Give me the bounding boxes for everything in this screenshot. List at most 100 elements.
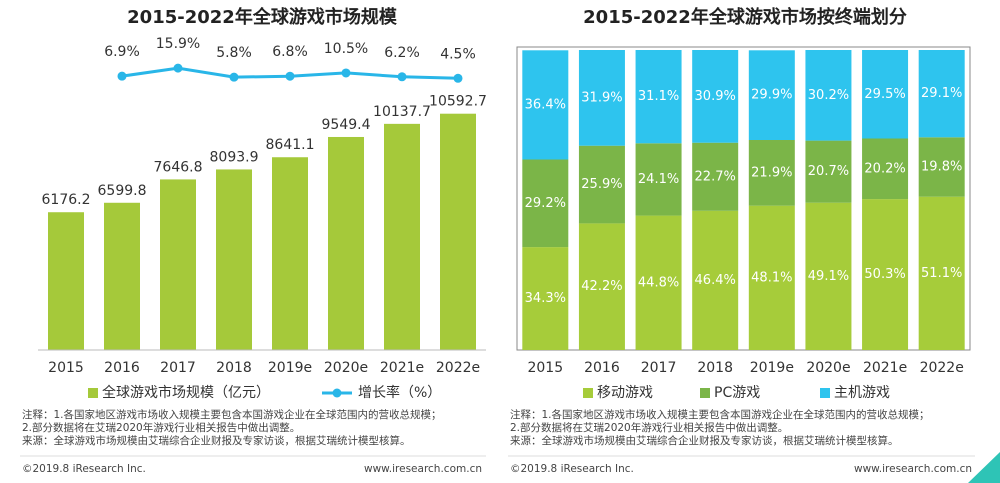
x-tick-label: 2018 (697, 360, 733, 376)
footer: 注释：1.各国家地区游戏市场收入规模主要包含本国游戏企业在全球范围内的营收总规模… (20, 408, 1000, 483)
legend-swatch (700, 388, 710, 398)
x-tick-label: 2015 (48, 360, 84, 376)
x-tick-label: 2020e (806, 360, 850, 376)
value-label: 8641.1 (266, 137, 315, 153)
copyright: ©2019.8 iResearch Inc. (22, 463, 146, 475)
legend-swatch (583, 388, 593, 398)
legend-label: 主机游戏 (834, 385, 890, 401)
bar-segment (805, 50, 852, 141)
segment-label: 22.7% (695, 169, 736, 184)
segment-label: 50.3% (864, 267, 905, 282)
x-tick-label: 2019e (750, 360, 794, 376)
growth-label: 6.8% (272, 44, 308, 60)
bar-segment (692, 210, 739, 350)
bar-segment (578, 50, 625, 146)
growth-point (117, 71, 127, 81)
copyright: ©2019.8 iResearch Inc. (510, 463, 634, 475)
growth-label: 15.9% (156, 36, 200, 52)
bar-segment (578, 145, 625, 224)
value-label: 8093.9 (210, 149, 259, 165)
bar-segment (862, 138, 909, 200)
segment-label: 42.2% (581, 279, 622, 294)
bar-segment (918, 196, 965, 350)
bar-segment (918, 50, 965, 138)
segment-label: 44.8% (638, 275, 679, 290)
growth-point (341, 68, 351, 78)
value-label: 10137.7 (373, 104, 431, 120)
x-tick-label: 2016 (584, 360, 620, 376)
segment-label: 36.4% (525, 97, 566, 112)
segment-label: 51.1% (921, 266, 962, 281)
value-label: 10592.7 (429, 94, 487, 110)
segment-label: 30.2% (808, 88, 849, 103)
bar (104, 202, 140, 350)
growth-point (173, 63, 183, 73)
note: 注释：1.各国家地区游戏市场收入规模主要包含本国游戏企业在全球范围内的营收总规模… (22, 408, 442, 421)
site: www.iresearch.com.cn (854, 463, 972, 475)
segment-label: 25.9% (581, 177, 622, 192)
x-tick-label: 2016 (104, 360, 140, 376)
chart-title: 2015-2022年全球游戏市场按终端划分 (583, 6, 907, 28)
segment-label: 29.1% (921, 86, 962, 101)
bar (216, 169, 252, 350)
growth-label: 4.5% (440, 46, 476, 62)
value-label: 6599.8 (98, 183, 147, 199)
note: 来源：全球游戏市场规模由艾瑞综合企业财报及专家访谈，根据艾瑞统计模型核算。 (510, 434, 899, 447)
segment-label: 46.4% (695, 273, 736, 288)
segment-label: 21.9% (751, 165, 792, 180)
bar (384, 123, 420, 350)
bar-segment (692, 142, 739, 211)
x-tick-label: 2015 (527, 360, 563, 376)
segment-label: 48.1% (751, 270, 792, 285)
value-label: 6176.2 (42, 192, 91, 208)
legend-swatch (88, 388, 98, 398)
bar-segment (748, 140, 795, 206)
bar-segment (522, 247, 569, 350)
x-tick-label: 2019e (268, 360, 312, 376)
x-tick-label: 2020e (324, 360, 368, 376)
x-tick-label: 2022e (920, 360, 964, 376)
legend-swatch (820, 388, 830, 398)
legend-label: 移动游戏 (597, 385, 653, 401)
bar-segment (522, 159, 569, 248)
segment-label: 49.1% (808, 269, 849, 284)
bar-segment (748, 50, 795, 140)
segment-label: 20.7% (808, 164, 849, 179)
legend-marker (332, 388, 342, 398)
x-tick-label: 2022e (436, 360, 480, 376)
segment-label: 34.3% (525, 291, 566, 306)
note: 2.部分数据将在艾瑞2020年游戏行业相关报告中做出调整。 (22, 421, 300, 434)
x-tick-label: 2021e (380, 360, 424, 376)
segment-label: 31.9% (581, 90, 622, 105)
bar (440, 113, 476, 350)
bar-segment (635, 215, 682, 350)
note: 2.部分数据将在艾瑞2020年游戏行业相关报告中做出调整。 (510, 421, 788, 434)
growth-point (453, 73, 463, 83)
bar-segment (692, 50, 739, 143)
chart-title: 2015-2022年全球游戏市场规模 (127, 6, 398, 28)
growth-label: 6.9% (104, 44, 140, 60)
bar-segment (635, 50, 682, 144)
site: www.iresearch.com.cn (364, 463, 482, 475)
legend-label: PC游戏 (714, 385, 760, 401)
value-label: 9549.4 (322, 117, 371, 133)
bar (160, 179, 196, 350)
segment-label: 31.1% (638, 89, 679, 104)
corner-decoration (968, 452, 1000, 483)
bar-segment (805, 140, 852, 203)
legend-label: 增长率（%） (358, 384, 441, 401)
segment-label: 24.1% (638, 172, 679, 187)
x-tick-label: 2017 (641, 360, 677, 376)
bar-segment (862, 50, 909, 139)
bar-segment (578, 223, 625, 350)
segment-label: 29.9% (751, 88, 792, 103)
note: 注释：1.各国家地区游戏市场收入规模主要包含本国游戏企业在全球范围内的营收总规模… (510, 408, 930, 421)
bar-segment (918, 137, 965, 197)
plot-frame (516, 46, 971, 351)
bar-segment (522, 50, 569, 160)
segment-label: 20.2% (864, 161, 905, 176)
bar-segment (805, 202, 852, 350)
bar-segment (748, 205, 795, 350)
segment-label: 30.9% (695, 89, 736, 104)
value-label: 7646.8 (154, 159, 203, 175)
